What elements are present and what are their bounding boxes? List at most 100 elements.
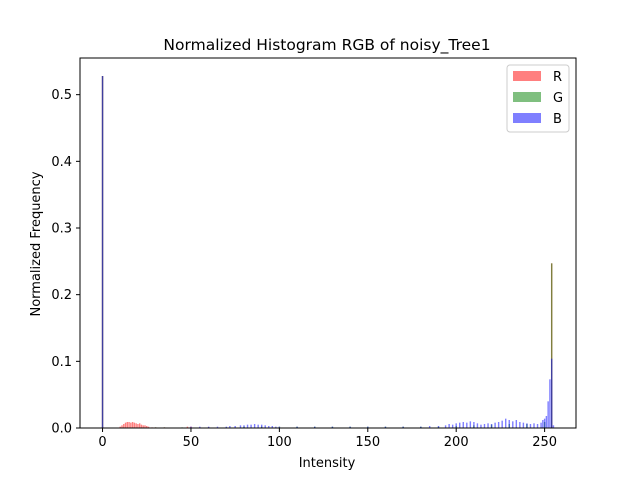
bar-b: [526, 423, 528, 428]
bar-r: [147, 426, 150, 428]
bar-r: [131, 422, 134, 428]
bar-b: [448, 424, 450, 428]
bar-b: [505, 418, 507, 428]
bar-b: [515, 420, 518, 428]
bar-b: [331, 426, 334, 428]
bar-b: [246, 424, 249, 428]
bar-b: [543, 418, 546, 428]
bar-b: [547, 401, 549, 428]
legend-swatch-r: [513, 71, 541, 81]
bar-b: [199, 426, 201, 428]
bar-r: [142, 425, 144, 428]
y-axis-ticks: 0.0 0.1 0.2 0.3 0.4 0.5: [51, 88, 80, 437]
bar-b: [275, 426, 277, 428]
bar-b: [225, 426, 228, 428]
bar-r: [119, 426, 121, 428]
y-tick-label: 0.0: [51, 422, 72, 437]
bar-b: [552, 425, 555, 428]
bar-b: [508, 420, 510, 428]
bar-b: [451, 424, 454, 428]
bar-b: [349, 426, 351, 428]
x-tick-label: 100: [267, 435, 292, 450]
bar-b: [384, 426, 387, 428]
bar-b: [455, 423, 457, 428]
x-tick-label: 250: [532, 435, 557, 450]
bar-b: [257, 424, 259, 428]
x-tick-label: 200: [444, 435, 469, 450]
bar-r: [140, 424, 143, 428]
bar-r: [133, 422, 136, 428]
bar-b: [512, 421, 514, 428]
bar-b: [483, 424, 486, 428]
legend-label-r: R: [553, 70, 562, 85]
bar-b: [550, 358, 553, 428]
bar-r: [144, 425, 146, 428]
bar-b: [519, 422, 521, 428]
bar-b: [207, 426, 210, 428]
bar-b: [487, 423, 489, 428]
bar-b: [540, 422, 542, 428]
bar-b: [243, 425, 245, 428]
bar-b: [234, 426, 236, 428]
bar-b: [490, 424, 493, 428]
bar-b: [542, 420, 544, 428]
bar-b: [462, 422, 464, 428]
bar-r: [135, 423, 137, 428]
bar-b: [268, 426, 270, 428]
bar-b: [101, 76, 104, 428]
bar-b: [444, 425, 447, 428]
y-axis-label: Normalized Frequency: [29, 171, 44, 316]
bar-b: [428, 426, 431, 428]
axes-frame: [79, 57, 577, 429]
bar-b: [480, 424, 482, 428]
bars-layer: [101, 76, 555, 428]
y-tick-label: 0.2: [51, 288, 72, 303]
bar-b: [271, 426, 274, 428]
bar-b: [497, 422, 500, 428]
bar-b: [278, 426, 281, 428]
y-tick-label: 0.3: [51, 222, 72, 237]
bar-b: [253, 424, 256, 428]
bar-b: [473, 422, 475, 428]
bar-r: [130, 422, 132, 428]
chart-title: Normalized Histogram RGB of noisy_Tree1: [163, 36, 490, 55]
bar-r: [137, 424, 139, 428]
x-tick-label: 0: [98, 435, 106, 450]
bar-b: [250, 424, 252, 428]
bar-b: [522, 422, 525, 428]
bar-b: [501, 420, 503, 428]
x-tick-label: 50: [183, 435, 200, 450]
y-tick-label: 0.1: [51, 355, 72, 370]
bar-b: [264, 425, 266, 428]
legend-label-g: G: [553, 91, 563, 106]
bar-b: [536, 424, 539, 428]
x-axis-label: Intensity: [299, 456, 356, 471]
bar-b: [549, 379, 551, 428]
bar-b: [402, 426, 404, 428]
bar-b: [437, 426, 440, 428]
y-tick-label: 0.5: [51, 88, 72, 103]
bar-b: [494, 422, 496, 428]
bar-b: [533, 423, 535, 428]
bar-b: [260, 424, 263, 428]
bar-r: [186, 426, 189, 428]
bar-r: [128, 422, 130, 428]
x-axis-ticks: 0 50 100 150 200 250: [98, 428, 557, 450]
legend-swatch-b: [513, 113, 541, 123]
bar-b: [466, 422, 468, 428]
bar-b: [367, 426, 369, 428]
legend: RGB: [506, 64, 570, 133]
bar-r: [121, 425, 123, 428]
bar-b: [216, 426, 219, 428]
y-tick-label: 0.4: [51, 155, 72, 170]
bar-b: [239, 425, 242, 428]
bar-r: [138, 423, 141, 428]
bar-b: [229, 426, 231, 428]
bar-g: [550, 263, 553, 428]
bar-b: [314, 426, 316, 428]
legend-swatch-g: [513, 92, 541, 102]
bar-r: [124, 422, 127, 428]
bar-b: [190, 426, 192, 428]
bar-b: [529, 424, 532, 428]
